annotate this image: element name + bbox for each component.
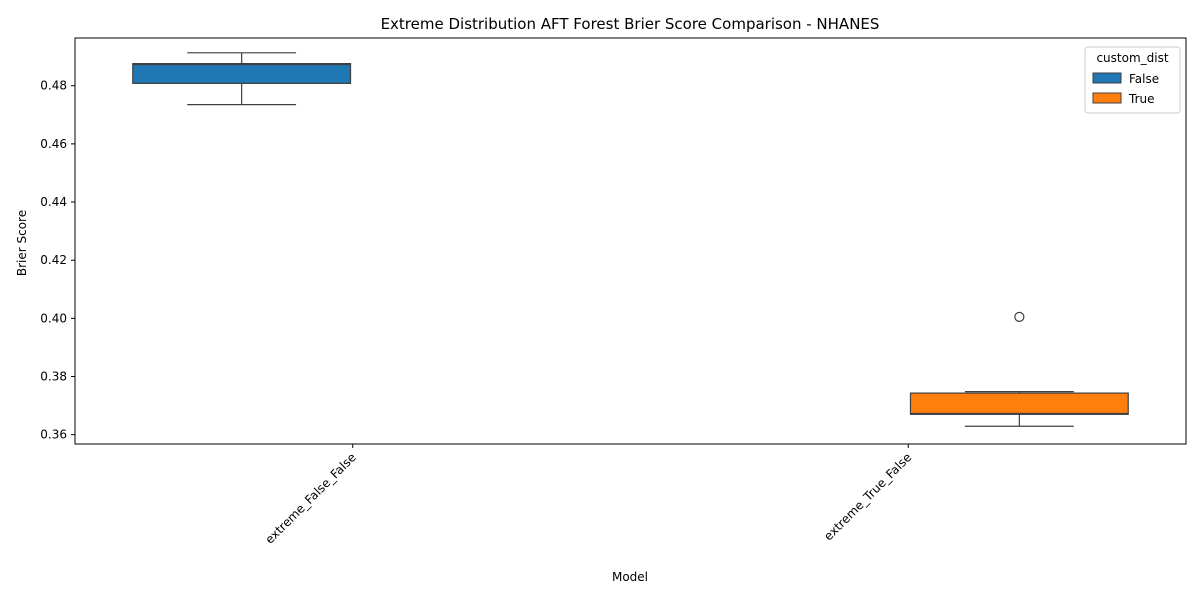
y-tick-label: 0.40 bbox=[40, 311, 67, 325]
legend-label-false: False bbox=[1129, 72, 1159, 86]
y-tick-label: 0.42 bbox=[40, 253, 67, 267]
y-tick-label: 0.44 bbox=[40, 195, 67, 209]
y-axis-label: Brier Score bbox=[15, 210, 29, 276]
y-tick-label: 0.38 bbox=[40, 370, 67, 384]
x-tick-label: extreme_False_False bbox=[262, 450, 358, 546]
y-tick-label: 0.48 bbox=[40, 79, 67, 93]
x-tick-label: extreme_True_False bbox=[821, 450, 914, 543]
legend: custom_dist False True bbox=[1084, 46, 1181, 114]
box-true bbox=[909, 392, 1129, 415]
legend-title: custom_dist bbox=[1096, 51, 1168, 65]
y-tick-label: 0.36 bbox=[40, 428, 67, 442]
outlier-point bbox=[1014, 311, 1025, 323]
x-axis-label: Model bbox=[612, 570, 648, 584]
y-tick-label: 0.46 bbox=[40, 137, 67, 151]
legend-swatch-false bbox=[1092, 72, 1122, 84]
plot-frame bbox=[74, 37, 1187, 445]
box-false bbox=[132, 62, 352, 84]
legend-label-true: True bbox=[1128, 92, 1155, 106]
chart-title: Extreme Distribution AFT Forest Brier Sc… bbox=[381, 15, 880, 33]
legend-swatch-true bbox=[1092, 92, 1122, 104]
plot-area bbox=[132, 52, 1129, 427]
